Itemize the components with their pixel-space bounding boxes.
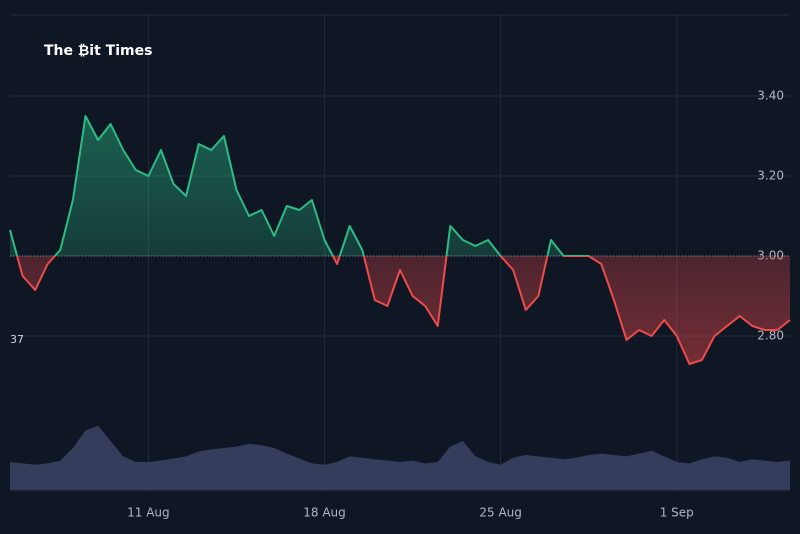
y-tick-label: 3.40: [757, 89, 784, 103]
x-tick-label: 25 Aug: [479, 506, 522, 520]
volume-area: [10, 425, 790, 490]
area-below: [10, 256, 790, 364]
x-tick-label: 18 Aug: [303, 506, 346, 520]
area-above: [10, 116, 790, 256]
price-line-up: [9, 115, 591, 256]
left-label: 37: [10, 333, 24, 346]
x-tick-label: 1 Sep: [660, 506, 694, 520]
watermark: The ₿it Times: [44, 43, 152, 59]
y-tick-label: 3.20: [757, 169, 784, 183]
x-tick-label: 11 Aug: [127, 506, 170, 520]
price-line-down: [16, 256, 791, 365]
y-tick-label: 2.80: [757, 329, 784, 343]
